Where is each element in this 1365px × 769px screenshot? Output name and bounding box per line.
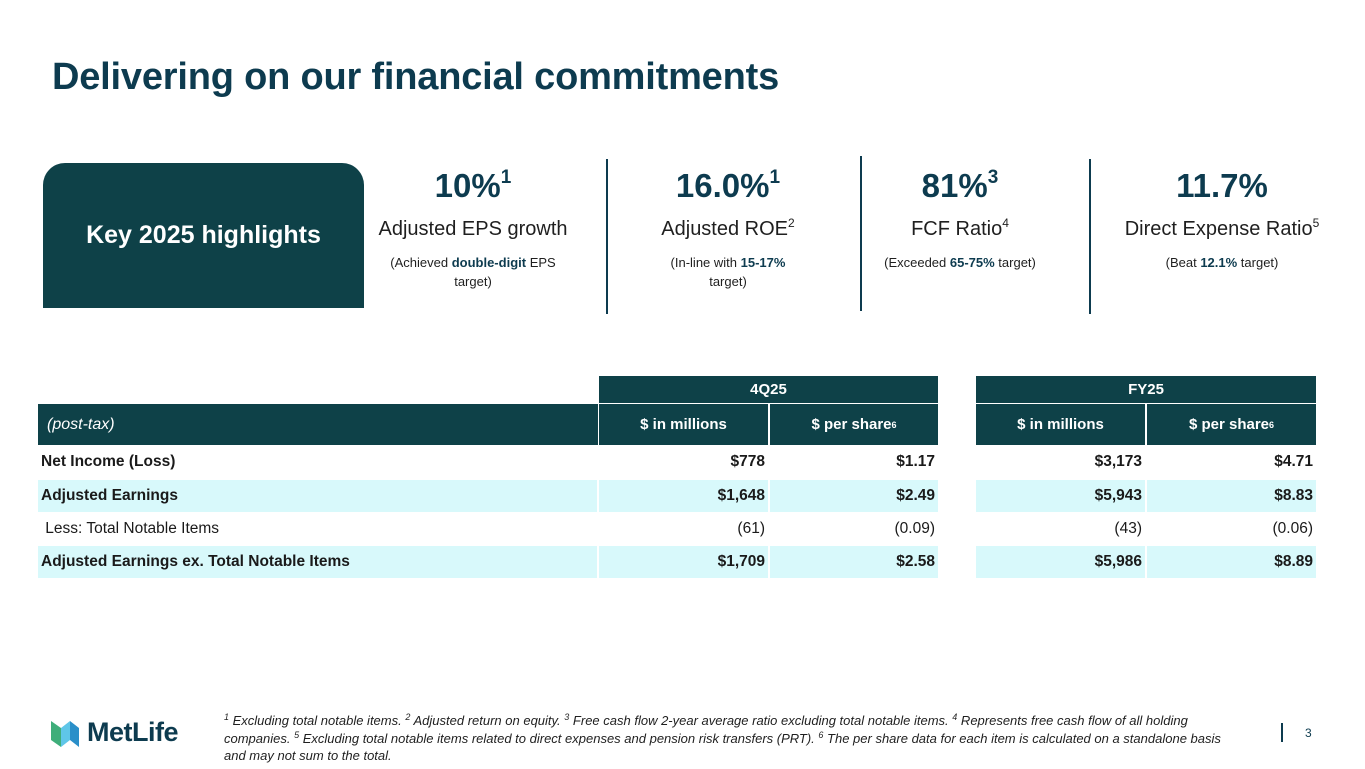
table-row: Net Income (Loss) $778 $1.17 — [38, 446, 938, 478]
cell-4q-per-share: $2.58 — [896, 553, 935, 570]
page-title: Delivering on our financial commitments — [52, 56, 780, 98]
divider — [606, 159, 608, 314]
metric-label: FCF Ratio4 — [911, 216, 1009, 240]
group-header-fy25: FY25 — [976, 376, 1316, 403]
cell-fy-per-share: $8.89 — [1274, 553, 1313, 570]
table-row-fy: $5,943 $8.83 — [976, 480, 1316, 512]
logo-wordmark: MetLife — [87, 717, 179, 747]
metric-note: (Achieved double-digit EPS target) — [390, 255, 556, 289]
metric-eps-growth: 10%1 Adjusted EPS growth (Achieved doubl… — [368, 166, 578, 291]
cell-fy-per-share: $8.83 — [1274, 487, 1313, 504]
row-label: Net Income (Loss) — [41, 453, 176, 470]
table-row: Adjusted Earnings ex. Total Notable Item… — [38, 546, 938, 578]
row-label: Adjusted Earnings ex. Total Notable Item… — [41, 553, 350, 570]
metric-label: Adjusted EPS growth — [378, 218, 568, 240]
cell-4q-millions: $1,709 — [717, 553, 765, 570]
row-label: Adjusted Earnings — [41, 487, 178, 504]
cell-fy-millions: $5,943 — [1094, 487, 1142, 504]
metric-note: (In-line with 15-17% target) — [670, 255, 786, 289]
cell-separator — [597, 480, 599, 512]
cell-fy-per-share: $4.71 — [1274, 453, 1313, 470]
group-header-4q25: 4Q25 — [599, 376, 938, 403]
cell-4q-millions: (61) — [737, 520, 765, 537]
cell-4q-per-share: $2.49 — [896, 487, 935, 504]
metric-label: Adjusted ROE2 — [661, 216, 795, 240]
page-number-divider — [1281, 723, 1283, 742]
row-header-post-tax: (post-tax) — [38, 404, 598, 445]
cell-4q-millions: $1,648 — [717, 487, 765, 504]
table-row: Less: Total Notable Items (61) (0.09) — [38, 513, 938, 545]
page-number: 3 — [1305, 726, 1312, 740]
key-highlights-label: Key 2025 highlights — [86, 221, 321, 249]
metric-fcf-ratio: 81%3 FCF Ratio4 (Exceeded 65-75% target) — [864, 166, 1056, 272]
cell-separator — [768, 480, 770, 512]
metric-note: (Exceeded 65-75% target) — [884, 255, 1036, 270]
metric-direct-expense-ratio: 11.7% Direct Expense Ratio5 (Beat 12.1% … — [1104, 166, 1340, 272]
cell-separator — [597, 546, 599, 578]
cell-4q-millions: $778 — [730, 453, 765, 470]
col-header-fy-per-share: $ per share 6 — [1147, 404, 1316, 445]
row-label: Less: Total Notable Items — [41, 520, 220, 537]
divider — [860, 156, 862, 311]
table-row-fy: $5,986 $8.89 — [976, 546, 1316, 578]
cell-fy-millions: $3,173 — [1094, 453, 1142, 470]
cell-fy-millions: $5,986 — [1094, 553, 1142, 570]
metric-value: 81%3 — [921, 167, 999, 204]
cell-separator — [1145, 546, 1147, 578]
cell-4q-per-share: $1.17 — [896, 453, 935, 470]
table-row: Adjusted Earnings $1,648 $2.49 — [38, 480, 938, 512]
divider — [1089, 159, 1091, 314]
metric-adjusted-roe: 16.0%1 Adjusted ROE2 (In-line with 15-17… — [636, 166, 820, 291]
col-header-4q-millions: $ in millions — [599, 404, 768, 445]
key-highlights-box: Key 2025 highlights — [43, 163, 364, 308]
table-row-fy: (43) (0.06) — [976, 513, 1316, 545]
metric-value: 11.7% — [1176, 167, 1268, 204]
col-header-fy-millions: $ in millions — [976, 404, 1145, 445]
table-row-fy: $3,173 $4.71 — [976, 446, 1316, 478]
footnotes: 1 Excluding total notable items. 2 Adjus… — [224, 712, 1221, 764]
metlife-logo: MetLife — [51, 717, 179, 748]
cell-fy-per-share: (0.06) — [1272, 520, 1314, 537]
cell-4q-per-share: (0.09) — [894, 520, 936, 537]
metric-value: 10%1 — [434, 167, 512, 204]
metlife-logo-icon — [51, 720, 79, 747]
metric-note: (Beat 12.1% target) — [1165, 255, 1279, 270]
cell-fy-millions: (43) — [1114, 520, 1142, 537]
col-header-4q-per-share: $ per share 6 — [770, 404, 938, 445]
cell-separator — [1145, 480, 1147, 512]
metric-label: Direct Expense Ratio5 — [1124, 216, 1320, 240]
cell-separator — [768, 546, 770, 578]
metric-value: 16.0%1 — [675, 167, 781, 204]
